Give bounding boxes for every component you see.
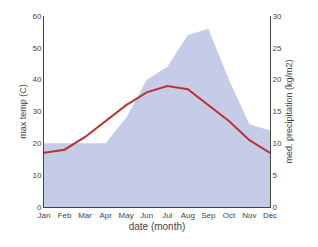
svg-text:date (month): date (month) xyxy=(129,221,186,232)
svg-text:Aug: Aug xyxy=(181,211,195,220)
svg-text:10: 10 xyxy=(273,139,282,148)
svg-text:20: 20 xyxy=(273,75,282,84)
svg-text:10: 10 xyxy=(32,171,41,180)
svg-text:med. precipitation (kg/m2): med. precipitation (kg/m2) xyxy=(284,59,294,163)
svg-text:Jun: Jun xyxy=(140,211,153,220)
svg-text:0: 0 xyxy=(37,203,42,212)
svg-text:20: 20 xyxy=(32,139,41,148)
svg-text:max temp (C): max temp (C) xyxy=(18,84,28,139)
svg-text:Jan: Jan xyxy=(38,211,51,220)
svg-text:40: 40 xyxy=(32,75,41,84)
svg-text:Nov: Nov xyxy=(242,211,256,220)
svg-text:Dec: Dec xyxy=(263,211,277,220)
svg-text:Feb: Feb xyxy=(58,211,72,220)
svg-text:30: 30 xyxy=(273,12,282,21)
svg-text:30: 30 xyxy=(32,107,41,116)
svg-text:Oct: Oct xyxy=(223,211,236,220)
svg-text:60: 60 xyxy=(32,12,41,21)
svg-text:May: May xyxy=(119,211,134,220)
svg-text:Jul: Jul xyxy=(162,211,172,220)
svg-text:50: 50 xyxy=(32,44,41,53)
svg-text:15: 15 xyxy=(273,107,282,116)
svg-text:Mar: Mar xyxy=(78,211,92,220)
svg-text:Sep: Sep xyxy=(201,211,216,220)
svg-text:5: 5 xyxy=(273,171,278,180)
svg-text:0: 0 xyxy=(273,203,278,212)
svg-text:25: 25 xyxy=(273,44,282,53)
svg-text:Apr: Apr xyxy=(99,211,112,220)
